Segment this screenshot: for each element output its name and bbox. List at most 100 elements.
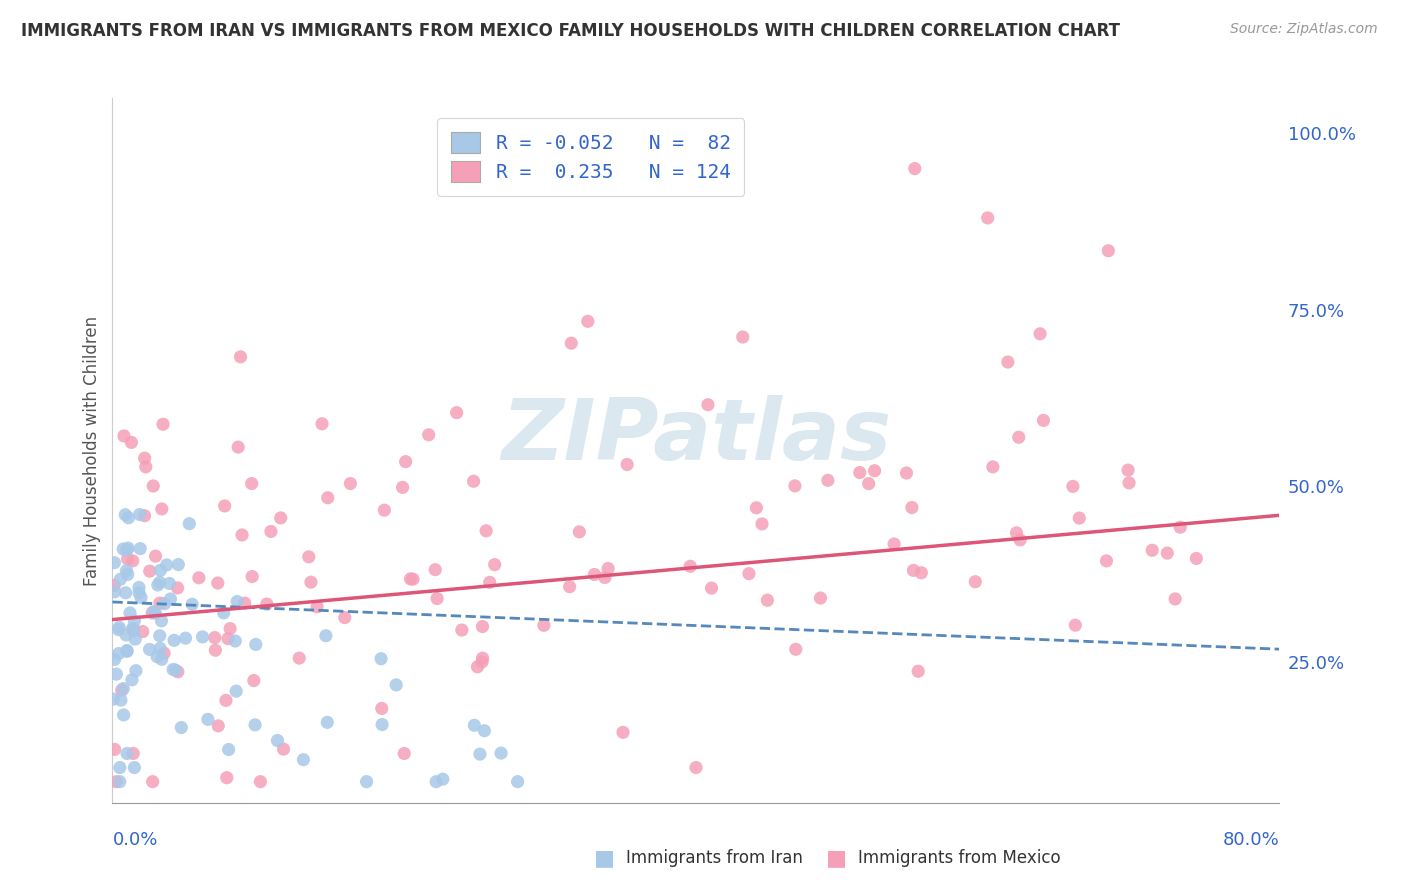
- Point: [266, 733, 288, 747]
- Point: [105, 667, 128, 681]
- Point: [224, 634, 246, 648]
- Point: [612, 725, 634, 739]
- Point: [700, 581, 723, 595]
- Point: [315, 629, 337, 643]
- Point: [981, 459, 1004, 474]
- Point: [117, 567, 139, 582]
- Point: [156, 558, 179, 572]
- Point: [204, 631, 226, 645]
- Point: [124, 760, 146, 774]
- Point: [463, 718, 485, 732]
- Point: [117, 552, 139, 566]
- Point: [402, 572, 425, 586]
- Point: [129, 541, 152, 556]
- Point: [212, 606, 235, 620]
- Point: [298, 549, 321, 564]
- Point: [1029, 326, 1052, 341]
- Point: [115, 564, 138, 578]
- Point: [108, 774, 131, 789]
- Point: [103, 578, 125, 592]
- Text: 0.0%: 0.0%: [112, 831, 157, 849]
- Point: [108, 620, 131, 634]
- Point: [907, 665, 929, 679]
- Point: [112, 681, 135, 696]
- Text: ■: ■: [595, 848, 614, 868]
- Point: [256, 597, 278, 611]
- Point: [478, 575, 501, 590]
- Point: [468, 747, 491, 761]
- Point: [316, 715, 339, 730]
- Point: [226, 594, 249, 608]
- Text: IMMIGRANTS FROM IRAN VS IMMIGRANTS FROM MEXICO FAMILY HOUSEHOLDS WITH CHILDREN C: IMMIGRANTS FROM IRAN VS IMMIGRANTS FROM …: [21, 22, 1121, 40]
- Point: [145, 606, 167, 620]
- Point: [204, 643, 226, 657]
- Point: [225, 684, 247, 698]
- Point: [112, 707, 135, 722]
- Point: [616, 458, 638, 472]
- Point: [394, 747, 416, 761]
- Point: [371, 701, 394, 715]
- Point: [117, 541, 139, 555]
- Point: [568, 524, 591, 539]
- Point: [229, 350, 252, 364]
- Point: [167, 558, 190, 572]
- Point: [471, 655, 494, 669]
- Point: [219, 622, 242, 636]
- Point: [132, 624, 155, 639]
- Point: [121, 554, 143, 568]
- Point: [858, 476, 880, 491]
- Point: [273, 742, 295, 756]
- Point: [226, 440, 249, 454]
- Point: [142, 774, 165, 789]
- Point: [679, 559, 702, 574]
- Point: [231, 528, 253, 542]
- Point: [598, 561, 620, 575]
- Point: [270, 511, 292, 525]
- Point: [245, 637, 267, 651]
- Point: [110, 572, 132, 586]
- Point: [233, 596, 256, 610]
- Point: [215, 693, 238, 707]
- Point: [179, 516, 201, 531]
- Point: [128, 581, 150, 595]
- Point: [114, 508, 136, 522]
- Point: [756, 593, 779, 607]
- Point: [112, 429, 135, 443]
- Point: [1032, 413, 1054, 427]
- Point: [121, 622, 143, 636]
- Point: [111, 683, 134, 698]
- Point: [153, 597, 176, 611]
- Point: [165, 663, 187, 677]
- Point: [134, 508, 156, 523]
- Point: [903, 563, 925, 577]
- Point: [1097, 244, 1119, 258]
- Point: [558, 580, 581, 594]
- Point: [1010, 533, 1032, 547]
- Text: ■: ■: [827, 848, 846, 868]
- Point: [731, 330, 754, 344]
- Point: [103, 556, 125, 570]
- Point: [1168, 520, 1191, 534]
- Point: [166, 665, 188, 679]
- Point: [170, 721, 193, 735]
- Point: [810, 591, 832, 605]
- Point: [134, 451, 156, 466]
- Point: [418, 427, 440, 442]
- Point: [163, 633, 186, 648]
- Point: [1005, 525, 1028, 540]
- Point: [738, 566, 761, 581]
- Text: Immigrants from Iran: Immigrants from Iran: [626, 849, 803, 867]
- Point: [142, 605, 165, 619]
- Point: [149, 629, 172, 643]
- Point: [697, 398, 720, 412]
- Point: [311, 417, 333, 431]
- Point: [292, 753, 315, 767]
- Point: [576, 314, 599, 328]
- Point: [463, 475, 485, 489]
- Point: [149, 641, 172, 656]
- Point: [471, 619, 494, 633]
- Point: [1156, 546, 1178, 560]
- Point: [150, 652, 173, 666]
- Point: [104, 742, 127, 756]
- Point: [1069, 511, 1091, 525]
